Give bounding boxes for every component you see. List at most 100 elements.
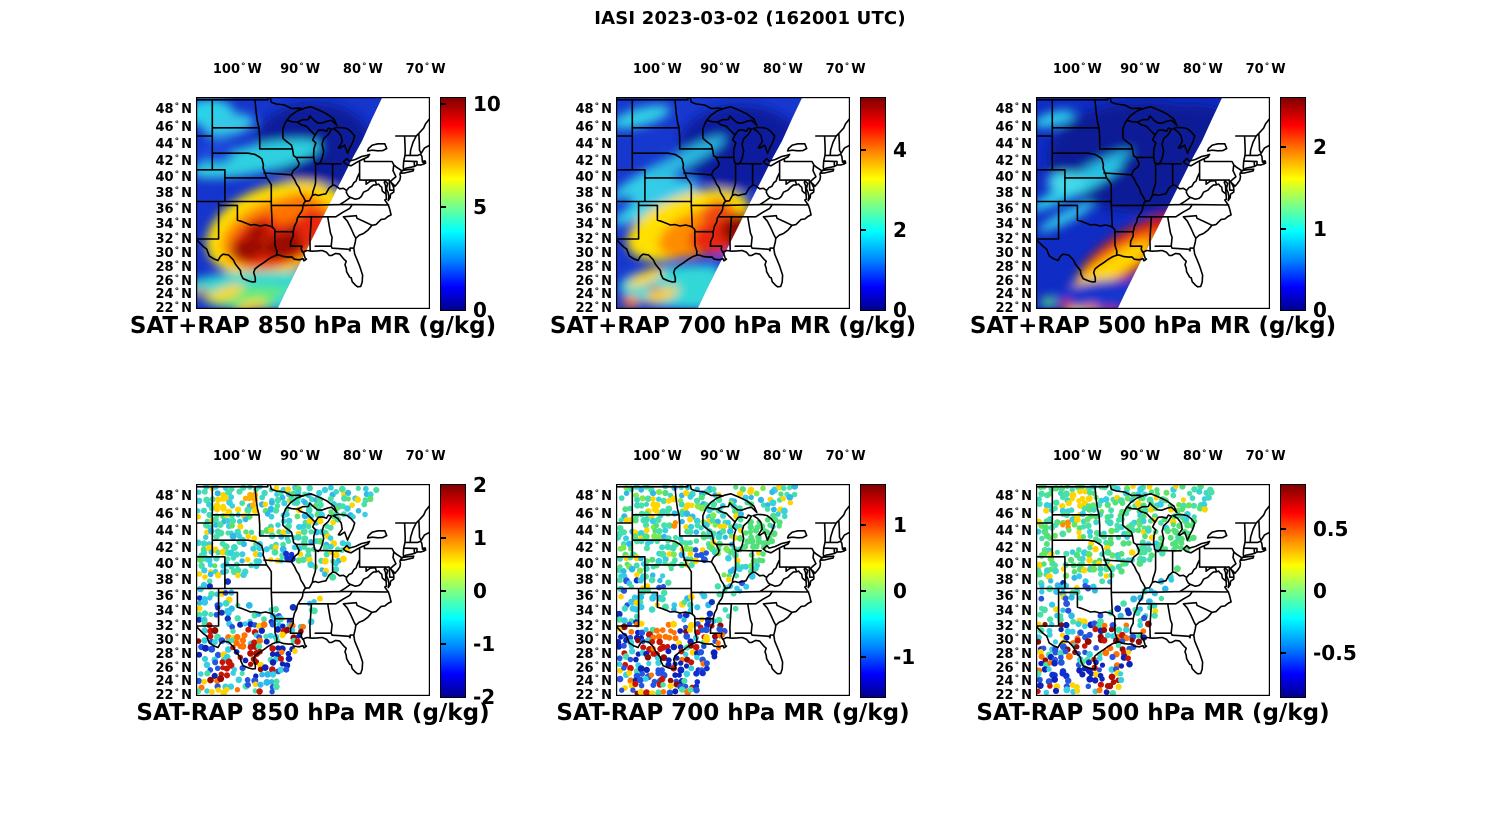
degree-symbol: ° xyxy=(174,618,180,629)
degree-symbol: ° xyxy=(594,154,600,164)
lat-tick-label: 26° N xyxy=(995,273,1032,289)
degree-symbol: ° xyxy=(594,119,600,130)
data-dots xyxy=(196,484,380,696)
panel-caption: SAT-RAP 500 hPa MR (g/kg) xyxy=(976,700,1330,726)
degree-symbol: ° xyxy=(1014,541,1020,551)
degree-symbol: ° xyxy=(1014,273,1020,284)
lat-tick-label: 30° N xyxy=(995,245,1032,261)
degree-symbol: ° xyxy=(1014,618,1020,629)
lat-tick-label: 34° N xyxy=(995,603,1032,619)
degree-symbol: ° xyxy=(594,287,600,298)
lon-tick-label: 80° W xyxy=(342,62,383,77)
lat-tick-label: 48° N xyxy=(155,101,192,117)
map-sat-plus-rap-700 xyxy=(616,97,850,309)
state-borders xyxy=(616,97,850,288)
panel-sat-plus-rap-850: 100° W 90° W 80° W 70° W 48° N 46° N 44° N 42° N 40° N 38°… xyxy=(120,57,501,367)
colorbar-tick-label: 0 xyxy=(893,298,907,322)
lat-tick-label: 30° N xyxy=(155,632,192,648)
degree-symbol: ° xyxy=(174,186,180,197)
degree-symbol: ° xyxy=(594,618,600,629)
lat-tick-label: 22° N xyxy=(575,300,612,316)
lat-tick-label: 46° N xyxy=(155,506,192,522)
degree-symbol: ° xyxy=(241,449,246,459)
lon-tick-label: 80° W xyxy=(762,62,803,77)
lat-tick-label: 32° N xyxy=(995,231,1032,247)
lat-tick-label: 28° N xyxy=(575,260,612,275)
colorbar-tick-mark xyxy=(861,229,866,231)
map-sat-plus-rap-850 xyxy=(196,97,430,309)
degree-symbol: ° xyxy=(1014,119,1020,130)
degree-symbol: ° xyxy=(174,245,180,256)
colorbar-tick-mark xyxy=(441,643,446,645)
lat-tick-label: 26° N xyxy=(575,660,612,676)
lat-tick-label: 48° N xyxy=(575,101,612,117)
lat-tick-label: 26° N xyxy=(995,660,1032,676)
state-borders xyxy=(196,97,430,288)
degree-symbol: ° xyxy=(241,62,246,72)
lat-tick-label: 46° N xyxy=(995,506,1032,522)
degree-symbol: ° xyxy=(594,300,600,311)
lat-tick-label: 32° N xyxy=(995,618,1032,634)
degree-symbol: ° xyxy=(1014,588,1020,599)
lon-tick-label: 70° W xyxy=(1245,449,1286,464)
lat-tick-label: 42° N xyxy=(575,154,612,169)
degree-symbol: ° xyxy=(1014,506,1020,517)
lat-tick-label: 48° N xyxy=(575,488,612,504)
colorbar-tick-label: 0 xyxy=(1313,579,1327,603)
colorbar-tick-label: 2 xyxy=(1313,134,1327,159)
lat-tick-label: 36° N xyxy=(575,588,612,604)
lat-tick-label: 36° N xyxy=(995,201,1032,217)
lat-tick-label: 30° N xyxy=(995,632,1032,648)
colorbar-tick-mark xyxy=(441,537,446,539)
degree-symbol: ° xyxy=(299,449,304,459)
lat-tick-label: 44° N xyxy=(995,137,1032,153)
degree-symbol: ° xyxy=(844,449,850,459)
map-frame xyxy=(1036,484,1270,696)
figure-title: IASI 2023-03-02 (162001 UTC) xyxy=(594,8,906,29)
lat-tick-label: 48° N xyxy=(995,488,1032,504)
colorbar-tick-label: 1 xyxy=(893,512,907,537)
lat-tick-label: 38° N xyxy=(575,186,612,202)
degree-symbol: ° xyxy=(174,647,180,657)
colorbar-sat-plus-rap-500: 2 1 0 xyxy=(1280,97,1327,322)
lat-tick-label: 28° N xyxy=(155,647,192,662)
degree-symbol: ° xyxy=(594,231,600,242)
degree-symbol: ° xyxy=(594,660,600,671)
lat-tick-label: 36° N xyxy=(995,588,1032,604)
degree-symbol: ° xyxy=(174,524,180,535)
lat-tick-label: 22° N xyxy=(575,687,612,703)
map-frame xyxy=(196,97,430,309)
map-frame xyxy=(196,484,430,696)
degree-symbol: ° xyxy=(424,449,430,459)
lat-tick-label: 38° N xyxy=(995,573,1032,589)
colorbar-tick-label: 10 xyxy=(473,92,501,117)
lat-tick-label: 28° N xyxy=(995,647,1032,662)
degree-symbol: ° xyxy=(594,488,600,499)
colorbar-tick-label: 0 xyxy=(473,579,487,603)
degree-symbol: ° xyxy=(1014,154,1020,164)
degree-symbol: ° xyxy=(661,449,666,459)
degree-symbol: ° xyxy=(174,573,180,584)
degree-symbol: ° xyxy=(174,137,180,148)
lat-tick-label: 24° N xyxy=(575,287,612,303)
panel-sat-minus-rap-850: 100° W 90° W 80° W 70° W 48° N 46° N 44° N 42° N 40° N 38°… xyxy=(120,444,500,754)
lat-tick-label: 34° N xyxy=(575,603,612,619)
map-sat-minus-rap-700 xyxy=(616,484,850,696)
degree-symbol: ° xyxy=(174,119,180,130)
degree-symbol: ° xyxy=(174,101,180,112)
lat-tick-label: 32° N xyxy=(575,618,612,634)
lat-tick-label: 42° N xyxy=(575,541,612,556)
lat-tick-label: 40° N xyxy=(995,557,1032,573)
lon-tick-label: 70° W xyxy=(405,449,446,464)
map-frame xyxy=(616,484,850,696)
lat-tick-label: 34° N xyxy=(995,216,1032,232)
degree-symbol: ° xyxy=(174,273,180,284)
degree-symbol: ° xyxy=(174,674,180,685)
lat-tick-label: 26° N xyxy=(155,273,192,289)
panel-sat-plus-rap-500: 100° W 90° W 80° W 70° W 48° N 46° N 44° N 42° N 40° N 38°… xyxy=(960,57,1340,367)
degree-symbol: ° xyxy=(1014,216,1020,227)
lat-tick-label: 48° N xyxy=(155,488,192,504)
colorbar-tick-mark xyxy=(1281,652,1286,655)
colorbar-tick-mark xyxy=(861,523,866,526)
